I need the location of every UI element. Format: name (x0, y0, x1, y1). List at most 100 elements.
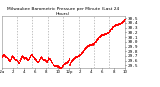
Point (62, 63, 65, 64)
Point (96, 38, 98, 40)
Point (77, 55, 79, 56)
Point (59, 67, 61, 68)
Point (77, 55, 80, 56)
Point (70, 61, 72, 62)
Point (57, 66, 59, 67)
Point (43, 58, 45, 60)
Point (62, 64, 65, 66)
Point (48, 58, 51, 60)
Point (10, 58, 12, 59)
Point (107, 32, 110, 33)
Point (32, 56, 35, 58)
Point (26, 59, 29, 60)
Point (53, 65, 56, 66)
Point (14, 59, 16, 61)
Point (66, 60, 69, 62)
Point (37, 61, 39, 62)
Point (101, 34, 103, 35)
Point (42, 59, 44, 60)
Point (123, 19, 125, 21)
Point (84, 48, 86, 49)
Point (102, 33, 104, 35)
Point (48, 59, 51, 60)
Point (108, 30, 111, 32)
Point (45, 61, 48, 62)
Point (98, 36, 100, 37)
Point (110, 27, 113, 28)
Point (24, 57, 26, 58)
Point (12, 56, 15, 57)
Point (72, 58, 75, 59)
Point (58, 66, 61, 68)
Point (105, 33, 107, 34)
Point (59, 67, 62, 68)
Point (74, 56, 77, 58)
Point (20, 56, 22, 57)
Point (9, 60, 11, 61)
Point (42, 58, 45, 59)
Point (48, 58, 51, 59)
Point (49, 60, 51, 61)
Point (4, 56, 7, 57)
Point (92, 43, 95, 44)
Point (18, 60, 21, 62)
Point (121, 21, 124, 22)
Point (44, 60, 47, 61)
Point (47, 58, 49, 59)
Point (22, 56, 24, 58)
Point (35, 61, 38, 62)
Point (109, 29, 112, 30)
Point (65, 62, 67, 64)
Point (9, 59, 12, 60)
Point (55, 65, 57, 66)
Point (37, 61, 40, 62)
Point (49, 59, 52, 61)
Point (18, 62, 20, 63)
Point (45, 61, 48, 62)
Point (95, 40, 98, 41)
Point (5, 56, 8, 58)
Point (88, 44, 91, 46)
Point (79, 54, 81, 55)
Point (85, 46, 88, 48)
Point (7, 59, 10, 60)
Point (77, 55, 80, 56)
Point (70, 59, 73, 61)
Point (101, 34, 103, 35)
Point (82, 50, 84, 51)
Point (5, 56, 7, 57)
Point (78, 54, 81, 56)
Point (99, 35, 101, 37)
Point (90, 44, 92, 45)
Point (34, 58, 37, 59)
Point (20, 56, 23, 57)
Point (69, 61, 72, 63)
Point (15, 60, 17, 61)
Point (122, 19, 125, 20)
Point (36, 62, 38, 63)
Point (12, 56, 14, 57)
Point (94, 41, 97, 43)
Point (85, 46, 88, 48)
Point (87, 45, 89, 46)
Point (75, 55, 77, 57)
Point (92, 43, 94, 44)
Point (84, 48, 87, 49)
Point (76, 55, 78, 57)
Point (58, 67, 60, 68)
Point (31, 54, 33, 56)
Point (102, 34, 104, 35)
Title: Milwaukee Barometric Pressure per Minute (Last 24 Hours): Milwaukee Barometric Pressure per Minute… (7, 7, 119, 16)
Point (99, 35, 101, 37)
Point (62, 63, 65, 65)
Point (42, 59, 44, 60)
Point (112, 25, 114, 27)
Point (107, 31, 109, 33)
Point (17, 61, 19, 62)
Point (78, 54, 81, 56)
Point (111, 26, 114, 27)
Point (31, 55, 33, 56)
Point (103, 33, 106, 34)
Point (57, 66, 60, 67)
Point (90, 43, 93, 45)
